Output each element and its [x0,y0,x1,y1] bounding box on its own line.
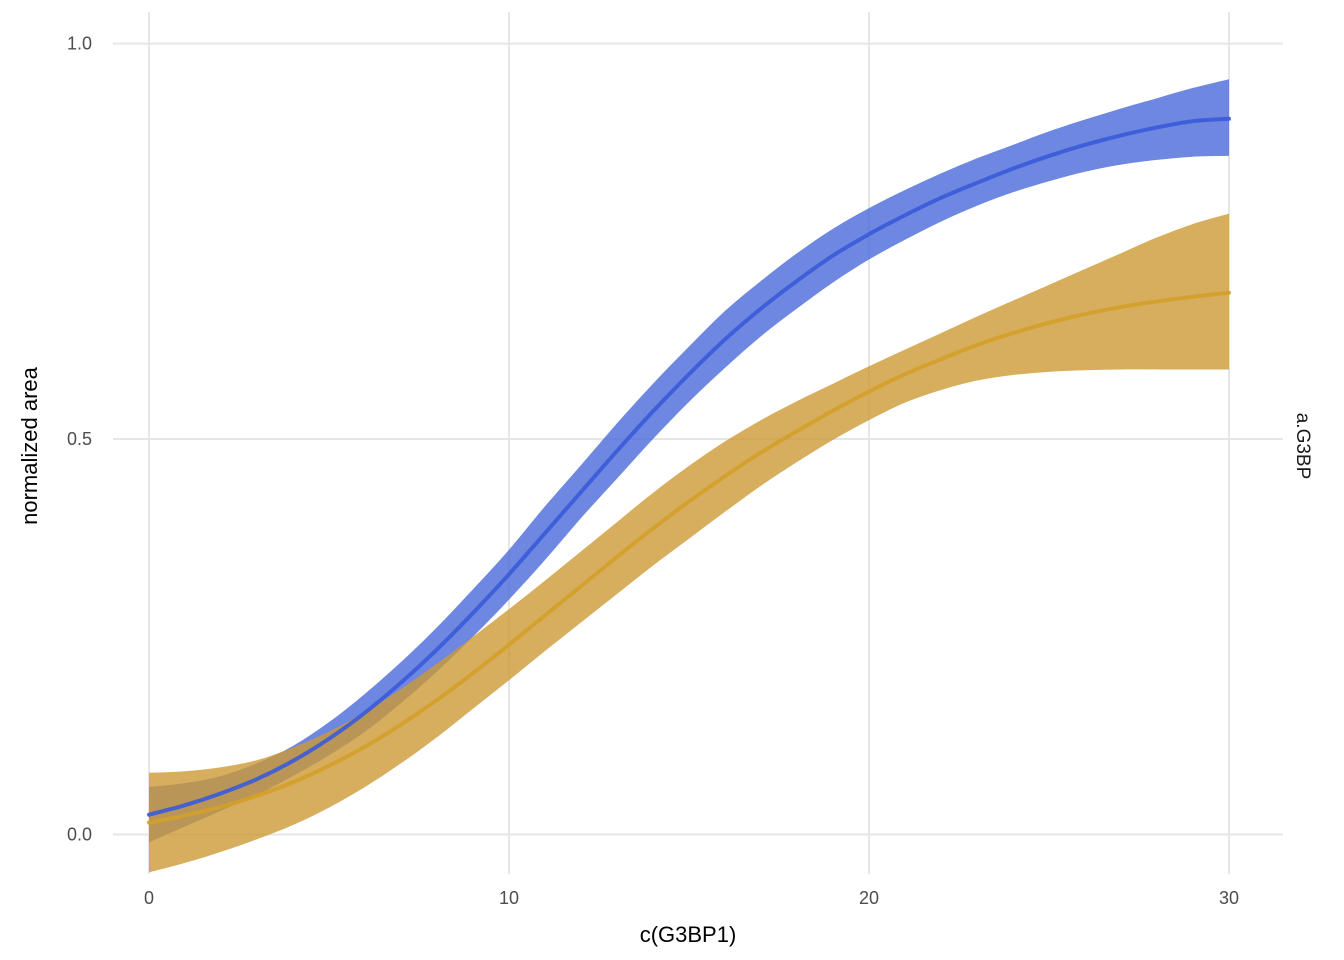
y-tick-labels: 0.0 0.5 1.0 [67,34,92,845]
confidence-bands [149,79,1229,873]
confidence-band-0 [149,79,1229,843]
x-tick-label-1: 10 [499,888,519,908]
y-axis-title: normalized area [17,366,42,525]
x-tick-label-0: 0 [144,888,154,908]
series-lines [147,116,1231,825]
x-tick-label-3: 30 [1219,888,1239,908]
confidence-band-1 [149,213,1229,873]
series-line-1 [147,290,1231,825]
x-axis-title: c(G3BP1) [640,922,737,947]
series-line-0 [147,116,1231,817]
y-tick-label-0: 0.0 [67,824,92,844]
y-tick-label-1: 0.5 [67,429,92,449]
x-tick-label-2: 20 [859,888,879,908]
x-tick-labels: 0 10 20 30 [144,888,1239,908]
facet-strip-label: a.G3BP [1292,413,1313,480]
y-tick-label-2: 1.0 [67,34,92,54]
